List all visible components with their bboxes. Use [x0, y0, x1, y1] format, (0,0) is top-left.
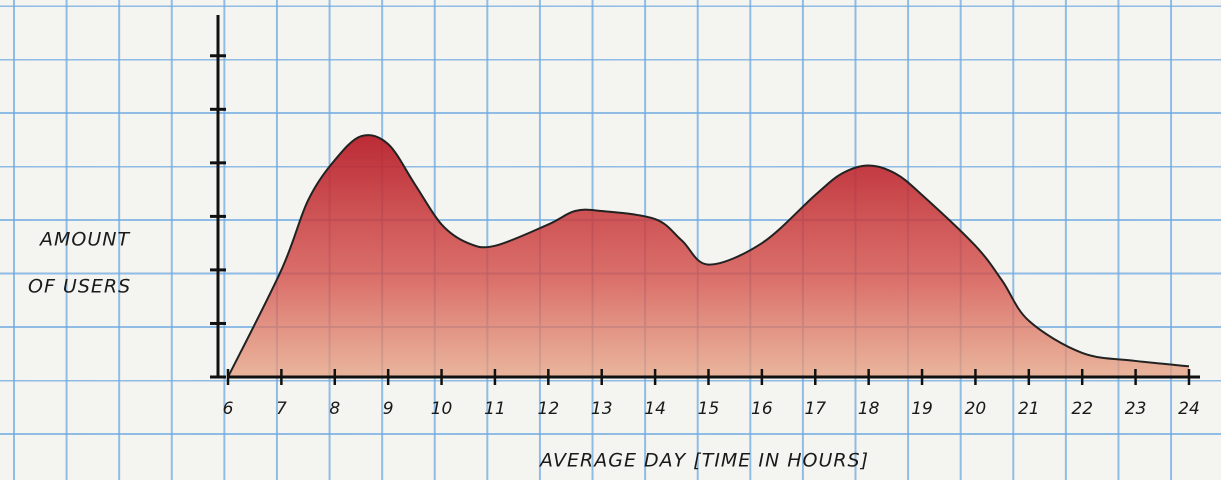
area	[228, 135, 1189, 377]
x-tick-label: 6	[223, 399, 234, 419]
x-tick-label: 15	[698, 399, 720, 419]
x-tick-label: 12	[538, 399, 560, 419]
area-outline	[227, 134, 1190, 378]
x-axis-label: AVERAGE DAY [TIME IN HOURS]	[538, 450, 869, 472]
x-tick-label: 9	[383, 399, 394, 419]
x-tick-label: 7	[276, 399, 287, 419]
x-tick-label: 8	[329, 399, 340, 419]
x-tick-label: 17	[804, 399, 826, 419]
x-tick-label: 10	[431, 399, 453, 419]
x-tick-label: 23	[1125, 399, 1147, 419]
x-tick-label: 19	[911, 399, 933, 419]
x-tick-label: 24	[1178, 399, 1200, 419]
x-tick-label: 14	[644, 399, 666, 419]
x-tick-label: 20	[965, 399, 987, 419]
x-tick-label: 18	[858, 399, 880, 419]
x-tick-label: 21	[1018, 399, 1040, 419]
y-axis-label: AMOUNT	[38, 229, 130, 251]
x-tick-label: 11	[484, 399, 506, 419]
x-tick-label: 16	[751, 399, 773, 419]
x-tick-label: 22	[1071, 399, 1093, 419]
y-axis-label: OF USERS	[28, 276, 131, 298]
x-tick-label: 13	[591, 399, 613, 419]
